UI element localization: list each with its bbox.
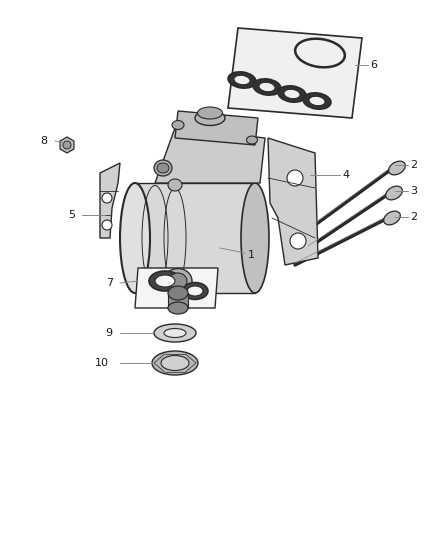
Ellipse shape	[168, 179, 182, 191]
Polygon shape	[228, 28, 362, 118]
Ellipse shape	[278, 86, 306, 102]
Ellipse shape	[389, 161, 405, 175]
Ellipse shape	[385, 186, 403, 200]
Ellipse shape	[155, 275, 175, 287]
Ellipse shape	[303, 93, 331, 109]
Ellipse shape	[287, 170, 303, 186]
Ellipse shape	[182, 282, 208, 300]
Polygon shape	[155, 128, 265, 183]
Ellipse shape	[161, 356, 189, 370]
Polygon shape	[100, 163, 120, 238]
Ellipse shape	[195, 110, 225, 125]
Text: 8: 8	[40, 136, 47, 146]
Text: 2: 2	[410, 160, 417, 170]
Polygon shape	[175, 111, 258, 145]
Ellipse shape	[198, 107, 223, 119]
Ellipse shape	[168, 302, 188, 314]
Ellipse shape	[154, 324, 196, 342]
Ellipse shape	[384, 211, 400, 225]
Ellipse shape	[164, 328, 186, 337]
Ellipse shape	[102, 220, 112, 230]
Ellipse shape	[169, 273, 187, 289]
Ellipse shape	[290, 233, 306, 249]
Text: 7: 7	[106, 278, 113, 288]
Ellipse shape	[157, 163, 169, 173]
Polygon shape	[135, 268, 218, 308]
Ellipse shape	[149, 271, 181, 291]
Ellipse shape	[241, 183, 269, 293]
Ellipse shape	[102, 193, 112, 203]
Ellipse shape	[168, 286, 188, 300]
Polygon shape	[135, 183, 255, 293]
Polygon shape	[268, 138, 318, 265]
Text: 1: 1	[248, 250, 255, 260]
Ellipse shape	[309, 96, 325, 106]
Text: 9: 9	[105, 328, 112, 338]
Polygon shape	[60, 137, 74, 153]
Text: 10: 10	[95, 358, 109, 368]
Ellipse shape	[187, 286, 203, 296]
Text: 6: 6	[370, 60, 377, 70]
Ellipse shape	[284, 89, 300, 99]
Ellipse shape	[63, 141, 71, 149]
Ellipse shape	[259, 82, 275, 92]
Ellipse shape	[247, 136, 258, 144]
Ellipse shape	[234, 75, 250, 85]
Text: 4: 4	[342, 170, 349, 180]
Ellipse shape	[228, 72, 256, 88]
Text: 5: 5	[68, 210, 75, 220]
Text: 2: 2	[410, 212, 417, 222]
Ellipse shape	[172, 120, 184, 130]
Ellipse shape	[164, 269, 192, 294]
Ellipse shape	[154, 160, 172, 176]
Text: 3: 3	[410, 186, 417, 196]
Polygon shape	[168, 293, 188, 308]
Ellipse shape	[120, 183, 150, 293]
Ellipse shape	[152, 351, 198, 375]
Ellipse shape	[253, 79, 281, 95]
